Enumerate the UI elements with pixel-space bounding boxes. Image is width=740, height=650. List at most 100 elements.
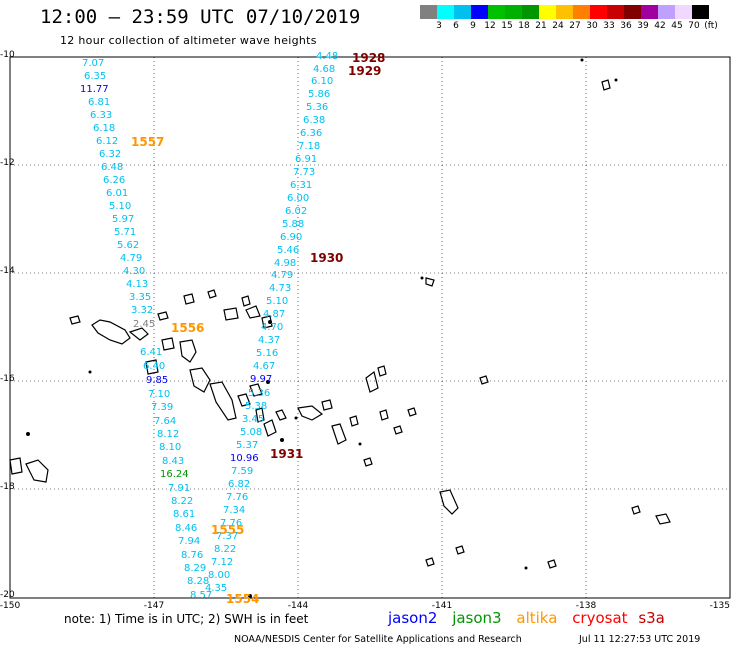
wave-height-value: 4.79 (271, 270, 294, 281)
x-tick-label: -141 (431, 601, 453, 611)
color-scale-bar (420, 5, 709, 19)
wave-height-value: 7.76 (220, 518, 243, 529)
color-scale-swatch (505, 5, 522, 19)
wave-height-value: 6.91 (295, 154, 318, 165)
wave-height-value: 7.76 (226, 492, 249, 503)
wave-height-value: 6.26 (103, 175, 126, 186)
wave-height-value: 8.22 (214, 544, 237, 555)
wave-height-value: 5.36 (248, 388, 271, 399)
wave-height-value: 8.29 (184, 563, 207, 574)
wave-height-value: 4.48 (316, 51, 339, 62)
wave-height-value: 8.57 (190, 590, 213, 601)
footer-credit: NOAA/NESDIS Center for Satellite Applica… (234, 634, 522, 645)
x-tick-label: -150 (0, 601, 21, 611)
wave-height-value: 3.32 (131, 305, 154, 316)
x-tick-label: -147 (143, 601, 165, 611)
wave-height-value: 7.12 (211, 557, 234, 568)
color-scale-label: 36 (620, 21, 632, 31)
x-tick-label: -144 (287, 601, 309, 611)
wave-height-value: 5.37 (236, 440, 259, 451)
legend-item-s3a: s3a (638, 609, 665, 627)
wave-height-value: 8.76 (181, 550, 204, 561)
color-scale-swatch (522, 5, 539, 19)
wave-height-value: 5.88 (282, 219, 305, 230)
color-scale-label: 33 (603, 21, 615, 31)
footnote: note: 1) Time is in UTC; 2) SWH is in fe… (64, 612, 309, 626)
wave-height-value: 8.28 (187, 576, 210, 587)
color-scale-label: 9 (470, 21, 476, 31)
color-scale-swatch (624, 5, 641, 19)
wave-height-value: 8.46 (175, 523, 198, 534)
wave-height-value: 9.85 (146, 375, 169, 386)
color-scale-swatch (471, 5, 488, 19)
color-scale-swatch (692, 5, 709, 19)
color-scale-label: 3 (436, 21, 442, 31)
color-scale-swatch (556, 5, 573, 19)
wave-height-value: 4.68 (313, 64, 336, 75)
color-scale-swatch (641, 5, 658, 19)
wave-height-value: 4.87 (263, 309, 286, 320)
wave-height-value: 8.00 (208, 570, 231, 581)
color-scale-swatch (658, 5, 675, 19)
color-scale-swatch (590, 5, 607, 19)
wave-height-value: 10.96 (230, 453, 259, 464)
wave-height-value: 6.38 (303, 115, 326, 126)
wave-height-value: 6.12 (96, 136, 119, 147)
wave-height-value: 8.12 (157, 429, 180, 440)
color-scale-label: 6 (453, 21, 459, 31)
color-scale-label: (ft) (704, 21, 718, 31)
wave-height-value: 5.38 (245, 401, 268, 412)
wave-height-value: 6.10 (311, 76, 334, 87)
legend-item-cryosat: cryosat (572, 609, 628, 627)
wave-height-value: 4.67 (253, 361, 276, 372)
color-scale-swatch (607, 5, 624, 19)
y-tick-label: -12 (0, 158, 15, 168)
wave-height-value: 5.10 (109, 201, 132, 212)
color-scale-label: 30 (586, 21, 598, 31)
track-time-label: 1929 (348, 64, 382, 78)
legend-item-jason3: jason3 (452, 609, 502, 627)
wave-height-value: 7.07 (82, 58, 105, 69)
wave-height-value: 7.18 (298, 141, 321, 152)
wave-height-value: 5.71 (114, 227, 137, 238)
wave-height-value: 6.40 (143, 361, 166, 372)
color-scale-swatch (420, 5, 437, 19)
legend-item-jason2: jason2 (388, 609, 438, 627)
wave-height-value: 8.10 (159, 442, 182, 453)
y-tick-label: -20 (0, 590, 15, 600)
y-tick-label: -16 (0, 374, 15, 384)
wave-height-value: 4.70 (261, 322, 284, 333)
legend-item-altika: altika (516, 609, 558, 627)
map-frame (9, 56, 731, 599)
color-scale-swatch (488, 5, 505, 19)
x-tick-label: -135 (709, 601, 730, 611)
track-time-label: 1931 (270, 447, 304, 461)
color-scale-label: 18 (518, 21, 530, 31)
island-outlines (9, 79, 671, 569)
wave-height-value: 8.43 (162, 456, 185, 467)
color-scale-label: 24 (552, 21, 564, 31)
color-scale-label: 39 (637, 21, 649, 31)
wave-height-value: 8.61 (173, 509, 196, 520)
wave-height-value: 2.45 (133, 319, 156, 330)
track-time-label: 1555 (211, 523, 245, 537)
track-time-label: 1928 (352, 51, 386, 65)
wave-height-value: 6.01 (106, 188, 129, 199)
color-scale-label: 42 (654, 21, 666, 31)
grid-lines (10, 57, 730, 598)
wave-height-value: 6.33 (90, 110, 113, 121)
wave-height-value: 6.82 (228, 479, 251, 490)
wave-height-value: 3.35 (129, 292, 152, 303)
color-scale-label: 12 (484, 21, 496, 31)
wave-height-value: 6.31 (290, 180, 313, 191)
track-time-label: 1930 (310, 251, 344, 265)
wave-height-value: 5.86 (308, 89, 331, 100)
x-tick-label: -138 (575, 601, 597, 611)
wave-height-value: 4.37 (258, 335, 281, 346)
footer-timestamp: Jul 11 12:27:53 UTC 2019 (579, 634, 701, 645)
color-scale-swatch (539, 5, 556, 19)
wave-height-value: 6.48 (101, 162, 124, 173)
wave-height-value: 6.90 (280, 232, 303, 243)
wave-height-value: 11.77 (80, 84, 109, 95)
wave-height-value: 5.08 (240, 427, 263, 438)
